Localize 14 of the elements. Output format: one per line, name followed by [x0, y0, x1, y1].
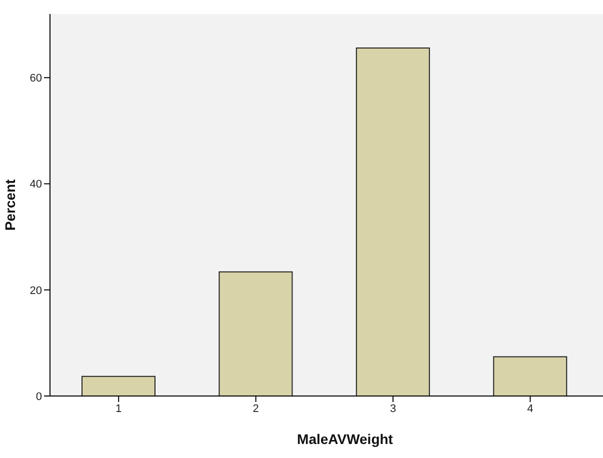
x-tick-label: 4	[527, 402, 534, 415]
y-tick-label: 60	[30, 72, 42, 85]
x-tick-label: 2	[252, 402, 259, 415]
bar	[218, 271, 293, 396]
y-axis-title: Percent	[2, 178, 18, 231]
x-tick-label: 3	[390, 402, 396, 415]
y-tick-label: 0	[36, 390, 42, 403]
bar	[82, 376, 156, 396]
bar	[356, 47, 430, 396]
x-axis-title: MaleAVWeight	[297, 431, 394, 447]
x-tick-label: 1	[116, 402, 122, 415]
y-tick-label: 40	[30, 178, 42, 191]
bar	[493, 356, 568, 396]
y-tick-label: 20	[30, 284, 42, 297]
